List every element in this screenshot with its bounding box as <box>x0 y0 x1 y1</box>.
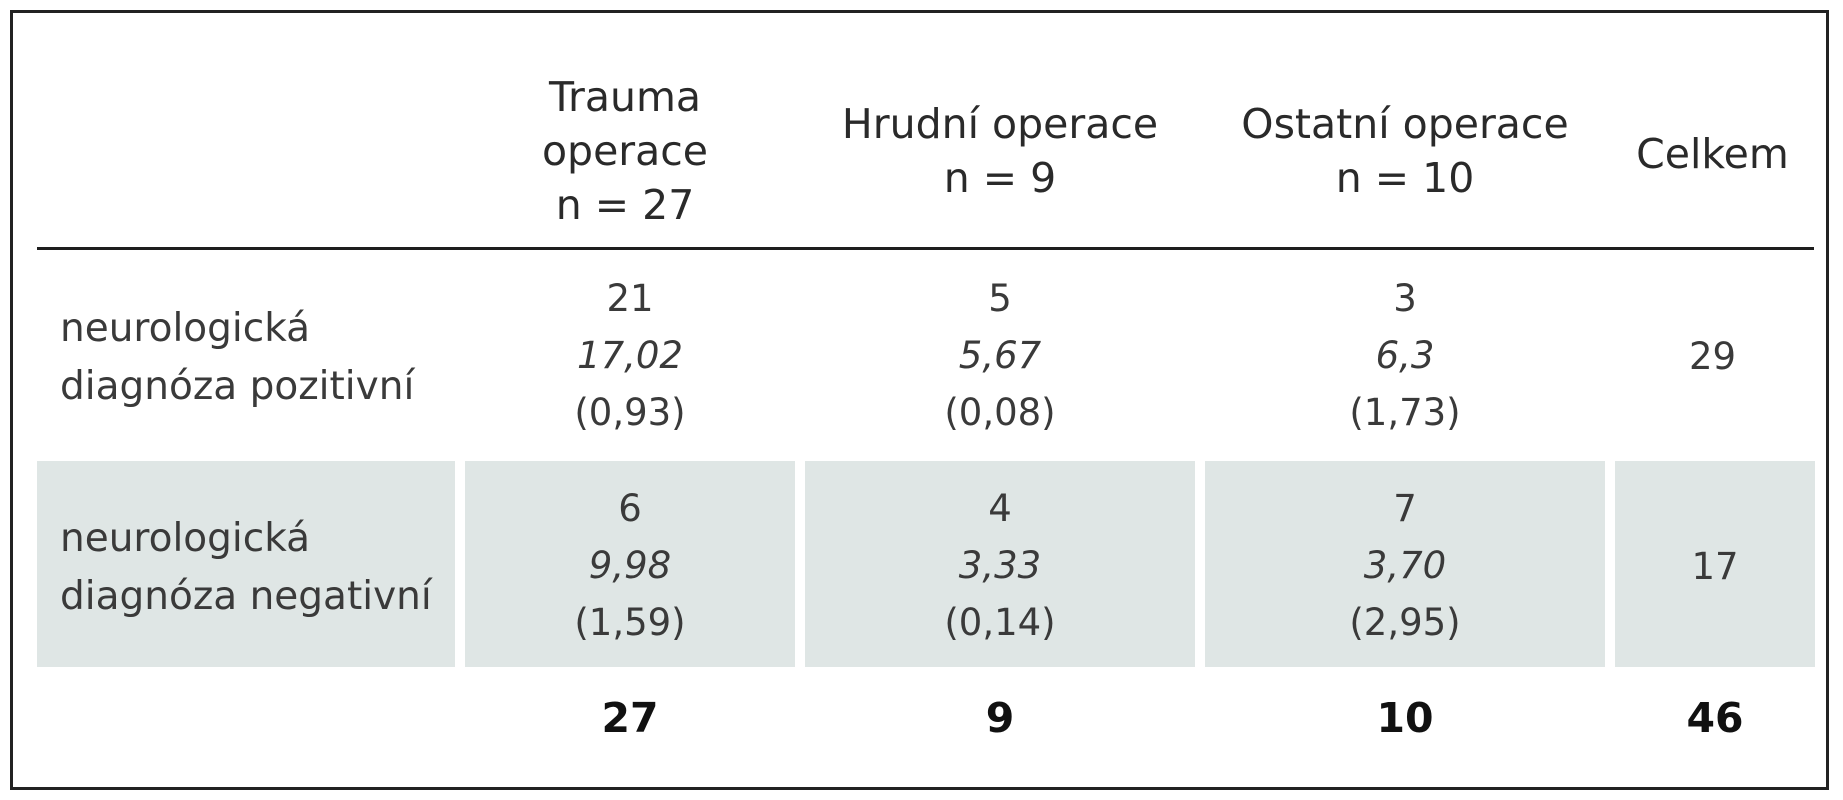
row-label-positive: neurologická diagnóza pozitivní <box>60 306 415 409</box>
total-ostatni: 10 <box>1376 694 1434 742</box>
cell-positive-hrudni: 5 5,67 (0,08) <box>944 277 1056 434</box>
cell-positive-ostatni: 3 6,3 (1,73) <box>1349 277 1461 434</box>
row-shade-ostatni <box>1205 461 1605 667</box>
row-shade-trauma <box>465 461 795 667</box>
cell-positive-total: 29 <box>1688 335 1737 378</box>
cell-negative-hrudni: 4 3,33 (0,14) <box>944 487 1056 644</box>
cell-negative-trauma: 6 9,98 (1,59) <box>574 487 686 644</box>
cell-negative-ostatni: 7 3,70 (2,95) <box>1349 487 1461 644</box>
column-header-hrudni: Hrudní operace n = 9 <box>841 100 1159 202</box>
table-frame <box>10 10 1829 790</box>
row-shade-total <box>1615 461 1815 667</box>
column-header-celkem: Celkem <box>1636 130 1789 178</box>
cell-positive-trauma: 21 17,02 (0,93) <box>574 277 686 434</box>
total-trauma: 27 <box>601 694 659 742</box>
cell-negative-total: 17 <box>1691 545 1739 588</box>
row-shade-label <box>37 461 455 667</box>
row-label-negative: neurologická diagnóza negativní <box>60 516 432 619</box>
total-celkem: 46 <box>1686 694 1744 742</box>
column-header-ostatni: Ostatní operace n = 10 <box>1241 100 1569 202</box>
row-shade-hrudni <box>805 461 1195 667</box>
total-hrudni: 9 <box>985 694 1015 742</box>
header-rule <box>37 247 1814 250</box>
column-header-trauma: Trauma operace n = 27 <box>541 73 709 229</box>
